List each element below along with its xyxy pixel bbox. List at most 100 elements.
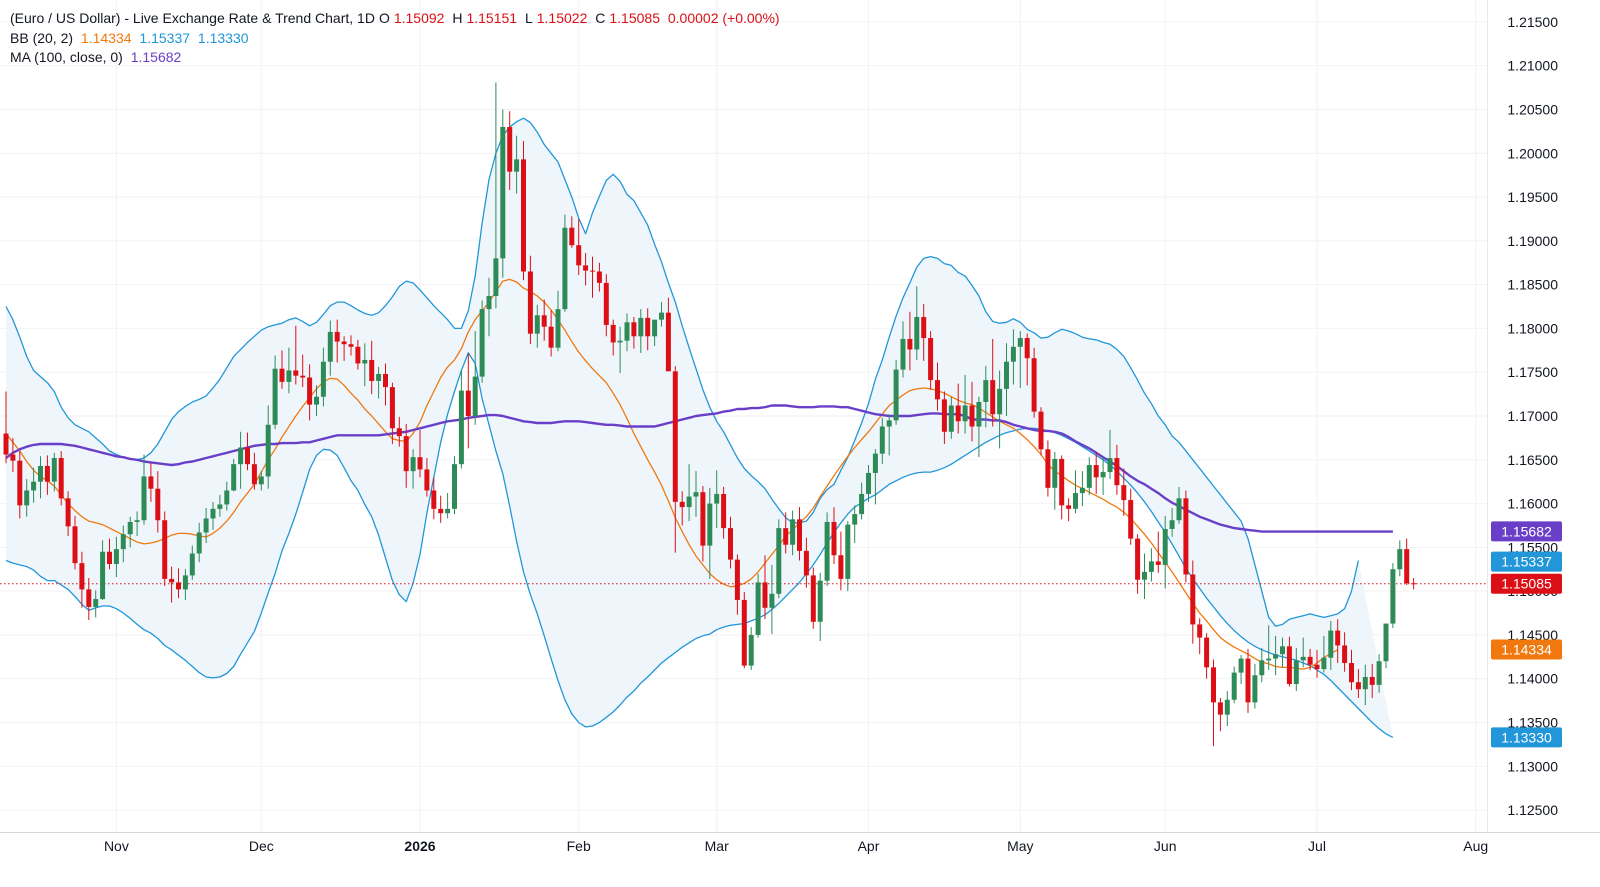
y-tick-label: 1.21000	[1507, 58, 1558, 74]
candle-body	[1190, 574, 1196, 625]
candle-body	[1066, 505, 1072, 509]
candle-body	[893, 369, 899, 421]
candle-body	[196, 532, 202, 554]
candle-body	[672, 371, 678, 502]
candle-body	[217, 504, 223, 509]
candle	[176, 568, 181, 599]
candle-body	[1245, 658, 1251, 703]
candle	[1314, 649, 1320, 678]
candle	[1148, 548, 1154, 582]
candle-body	[238, 447, 244, 465]
candle-body	[935, 380, 940, 400]
candle-body	[31, 481, 37, 491]
candle	[879, 417, 885, 465]
candle-body	[1100, 472, 1106, 478]
candle-body	[1128, 500, 1134, 539]
open-value: 1.15092	[393, 10, 445, 26]
ma-label: MA (100, close, 0)	[10, 49, 123, 65]
axes: 1.12500 1.13000 1.13500 1.14000 1.14500 1.150…	[0, 0, 1600, 854]
candle-body	[1142, 571, 1147, 580]
bollinger-legend: BB (20, 2) 1.14334 1.15337 1.13330	[10, 29, 784, 49]
candle-body	[886, 420, 892, 427]
candle-body	[1217, 702, 1223, 715]
candle-body	[417, 457, 423, 470]
candle-body	[1411, 583, 1417, 585]
candle	[824, 512, 830, 586]
candle	[955, 383, 961, 434]
candle	[617, 326, 623, 374]
candle-body	[693, 492, 699, 497]
candle	[610, 319, 616, 356]
candle	[803, 537, 809, 588]
candle-body	[348, 344, 354, 347]
candle-body	[1300, 656, 1306, 661]
candle-body	[700, 492, 706, 546]
low-value: 1.15022	[536, 10, 588, 26]
y-tick-label: 1.15500	[1507, 539, 1558, 555]
candle	[196, 522, 202, 563]
candle	[859, 482, 865, 520]
x-tick-label: Jul	[1308, 838, 1326, 854]
candle	[231, 458, 237, 492]
candle-body	[265, 424, 271, 477]
candle-body	[17, 460, 23, 506]
candle	[907, 311, 913, 371]
candle-body	[334, 331, 340, 342]
candle	[1059, 455, 1065, 520]
candle-body	[113, 549, 119, 565]
candle-body	[1107, 458, 1113, 473]
candle-body	[941, 399, 947, 432]
candle-body	[1155, 561, 1161, 565]
candle	[638, 309, 644, 353]
candle-body	[527, 271, 533, 334]
candle	[534, 304, 540, 348]
candle	[113, 536, 119, 578]
candle-body	[500, 126, 506, 259]
price-tag-label: 1.13330	[1501, 729, 1552, 745]
candle	[396, 416, 402, 447]
y-tick-label: 1.13000	[1507, 758, 1558, 774]
y-tick-label: 1.19500	[1507, 189, 1558, 205]
candle-body	[741, 599, 747, 666]
candle	[1369, 663, 1375, 699]
candle	[866, 465, 871, 502]
candle	[1280, 637, 1285, 668]
candle	[1052, 451, 1058, 510]
candle	[31, 467, 37, 503]
candle-body	[169, 578, 175, 583]
candle	[1245, 648, 1251, 713]
candle-body	[728, 528, 733, 560]
candle	[1411, 578, 1417, 590]
candle-body	[1052, 458, 1058, 488]
candlesticks[interactable]	[3, 82, 1417, 747]
bb-basis-value: 1.14334	[80, 29, 132, 46]
candle	[265, 405, 271, 489]
ma-line	[5, 404, 1393, 533]
candle	[479, 300, 485, 383]
candle-body	[1004, 361, 1009, 389]
candle	[1114, 444, 1120, 495]
candle-body	[1211, 667, 1216, 703]
candle-body	[569, 227, 575, 246]
candle-body	[486, 296, 492, 310]
candle	[783, 512, 789, 554]
candle	[107, 538, 112, 570]
candle	[679, 491, 685, 526]
candle	[852, 505, 858, 543]
candle-body	[341, 341, 347, 345]
candle	[1183, 490, 1189, 583]
candle-body	[652, 319, 658, 337]
candle	[162, 511, 168, 586]
candle	[376, 366, 382, 399]
candle	[169, 566, 175, 603]
candle-body	[286, 370, 292, 382]
candle-body	[776, 528, 782, 594]
candle	[872, 449, 878, 505]
close-value: 1.15085	[609, 10, 660, 26]
price-tag-box	[1491, 639, 1562, 660]
candle	[424, 458, 430, 497]
candle	[596, 262, 602, 292]
candle	[1355, 669, 1361, 699]
candle-body	[445, 508, 451, 514]
